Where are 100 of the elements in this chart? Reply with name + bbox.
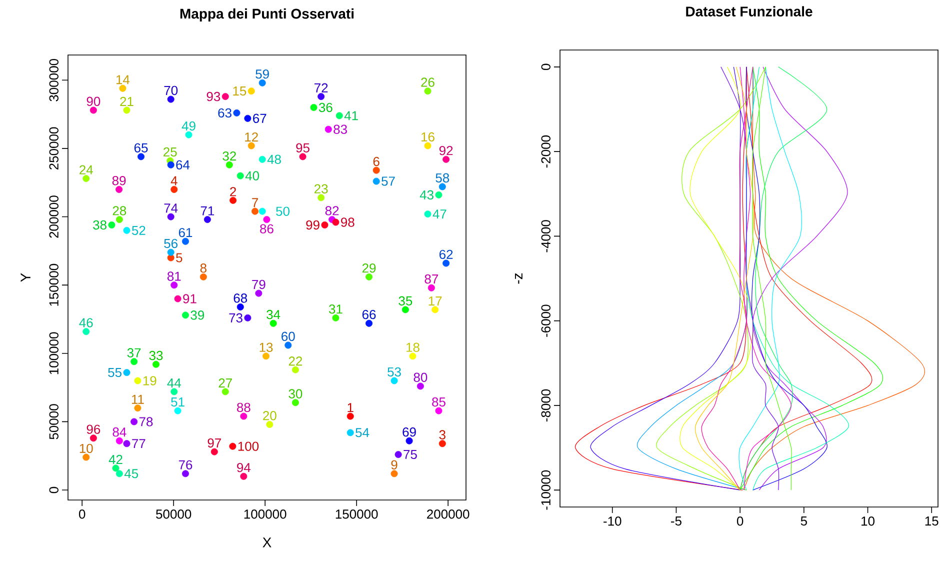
annotation: 93	[206, 92, 220, 102]
annotation: 32	[222, 151, 236, 161]
annotation: 21	[120, 96, 134, 106]
annotation: 17	[428, 296, 442, 306]
annotation: 62	[439, 250, 453, 260]
x-axis-title: X	[262, 538, 272, 548]
annotation: 77	[132, 439, 146, 448]
annotation: 52	[132, 226, 146, 236]
y-tick-label: 300000	[49, 58, 58, 102]
annotation: 66	[362, 310, 376, 320]
annotation: 40	[245, 171, 260, 180]
annotation: 28	[112, 206, 126, 216]
annotation: 80	[414, 372, 428, 382]
annotation: 9	[391, 460, 398, 470]
x-tick-label: 5	[800, 516, 807, 526]
annotation: 43	[420, 190, 434, 200]
annotation: 92	[439, 146, 453, 156]
x-tick-label: -10	[604, 516, 622, 526]
annotation: 59	[256, 69, 269, 79]
annotation: 67	[253, 114, 266, 123]
annotation: 76	[178, 460, 192, 470]
annotation: 48	[267, 154, 281, 164]
y-tick-label: -10000	[541, 470, 550, 510]
annotation: 83	[334, 124, 347, 134]
annotation: 85	[432, 397, 446, 407]
annotation: 63	[218, 108, 232, 118]
x-tick-label: 50000	[156, 510, 192, 519]
annotation: 5	[176, 253, 182, 262]
annotation: 78	[139, 417, 153, 426]
annotation: 64	[176, 160, 190, 170]
annotation: 6	[373, 156, 380, 166]
annotation: 60	[282, 332, 295, 341]
y-tick-label: 0	[49, 486, 58, 494]
annotation: 61	[178, 228, 192, 238]
y-tick-label: 250000	[49, 127, 58, 170]
annotation: 72	[314, 83, 328, 92]
annotation: 99	[306, 220, 320, 230]
annotation: 74	[164, 204, 178, 213]
annotation: 53	[388, 367, 401, 377]
annotation: 24	[80, 165, 93, 174]
annotation: 100	[238, 442, 259, 451]
annotation: 69	[402, 427, 416, 437]
y-tick-label: -4000	[541, 220, 550, 252]
annotation: 38	[93, 220, 106, 230]
x-tick-label: -5	[671, 516, 682, 526]
y-tick-label: 200000	[49, 196, 58, 238]
y-axis-title: Y	[20, 273, 30, 282]
annotation: 7	[252, 198, 258, 208]
x-tick-label: 0	[78, 510, 86, 519]
annotation: 47	[432, 210, 446, 219]
annotation: 68	[234, 294, 248, 303]
annotation: 12	[245, 132, 258, 142]
annotation: 49	[182, 121, 196, 131]
annotation: 81	[167, 272, 181, 281]
annotation: 37	[127, 348, 141, 358]
y-tick-label: 50000	[49, 404, 58, 440]
annotation: 41	[344, 111, 358, 120]
annotation: 58	[436, 173, 450, 183]
annotation: 71	[200, 206, 214, 216]
annotation: 29	[362, 263, 376, 273]
annotation: 82	[325, 206, 339, 216]
annotation: 11	[132, 394, 144, 404]
y-tick-label: -8000	[541, 389, 550, 422]
annotation: 10	[80, 444, 93, 454]
annotation: 95	[296, 143, 310, 152]
annotation: 94	[237, 462, 251, 472]
annotation: 98	[341, 218, 354, 227]
y-tick-label: -2000	[541, 135, 550, 168]
annotation: 25	[164, 147, 177, 157]
annotation: 22	[288, 356, 302, 366]
annotation: 57	[382, 176, 395, 186]
annotation: 90	[86, 96, 100, 106]
annotation: 8	[200, 263, 206, 273]
chart-title: Mappa dei Punti Osservati	[180, 8, 354, 22]
annotation: 65	[134, 143, 148, 152]
annotation: 44	[167, 378, 181, 388]
x-tick-label: 0	[736, 516, 744, 526]
y-axis-title: -z	[515, 273, 522, 284]
annotation: 79	[252, 280, 266, 290]
annotation: 45	[124, 469, 138, 478]
chart-title: Dataset Funzionale	[686, 6, 812, 16]
annotation: 84	[112, 427, 126, 437]
annotation: 54	[356, 428, 370, 438]
annotation: 27	[218, 378, 232, 388]
annotation: 36	[318, 102, 332, 112]
annotation: 14	[116, 75, 130, 84]
annotation: 26	[421, 78, 434, 87]
annotation: 75	[404, 450, 417, 460]
annotation: 39	[190, 310, 204, 320]
annotation: 88	[237, 402, 250, 412]
annotation: 73	[229, 313, 242, 322]
annotation: 31	[328, 304, 342, 314]
annotation: 13	[260, 342, 273, 352]
annotation: 96	[86, 424, 100, 434]
annotation: 86	[260, 224, 274, 234]
annotation: 4	[170, 176, 178, 186]
annotation: 34	[266, 310, 280, 320]
annotation: 46	[79, 318, 93, 328]
y-tick-label: -6000	[541, 304, 550, 337]
annotation: 18	[406, 342, 420, 352]
